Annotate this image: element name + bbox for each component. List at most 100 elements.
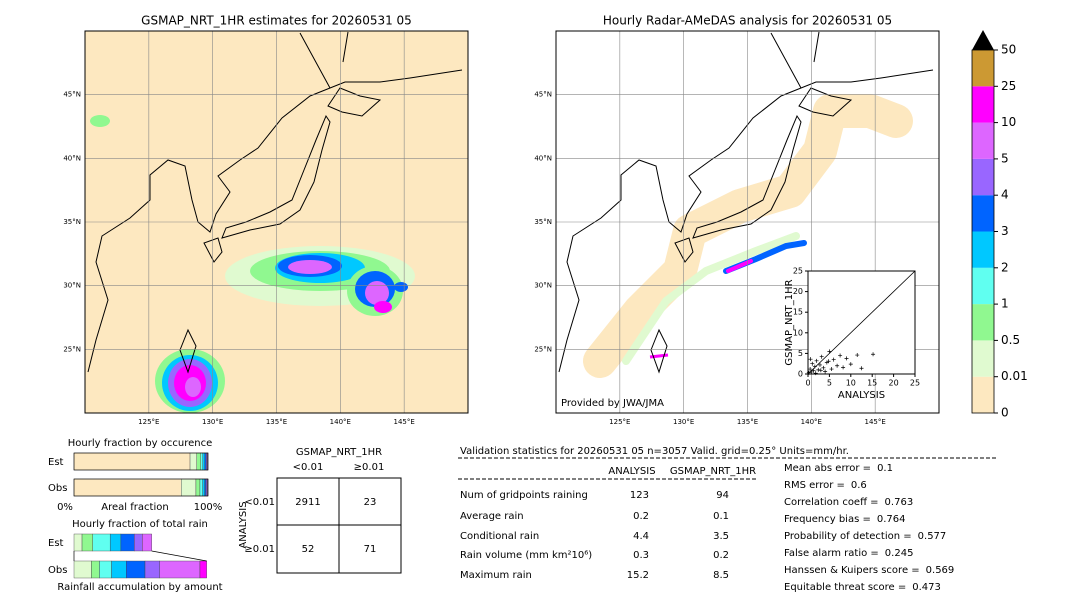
score: Frequency bias = 0.764	[784, 514, 906, 525]
scatter-point	[859, 366, 864, 371]
fraction-segment	[73, 533, 83, 552]
stat-value: 15.2	[627, 570, 649, 581]
colorbar-band	[972, 304, 994, 341]
y-tick-label: 40°N	[534, 154, 552, 162]
fraction-segment	[91, 560, 100, 579]
fraction-segment	[92, 533, 111, 552]
x-tick-label: 125°E	[138, 418, 159, 426]
rain-field	[558, 31, 934, 378]
score-label: Probability of detection =	[784, 531, 912, 542]
x-tick-label: 130°E	[673, 418, 694, 426]
scatter-point	[811, 368, 816, 373]
scatter-point	[817, 362, 822, 367]
column-header: GSMAP_NRT_1HR	[670, 466, 756, 477]
colorbar-label: 0.5	[1001, 333, 1020, 347]
scatter-point	[808, 367, 813, 372]
y-tick-label: 45°N	[534, 91, 552, 99]
colorbar-label: 4	[1001, 188, 1009, 202]
fraction-segment	[202, 452, 205, 471]
stat-value: 8.5	[713, 570, 729, 581]
row-label: Est	[48, 538, 64, 549]
fraction-segment	[134, 533, 143, 552]
scatter-point	[810, 361, 815, 366]
axis-label: Areal fraction	[101, 502, 168, 513]
scatter-point	[855, 353, 860, 358]
y-tick-label: 45°N	[63, 91, 81, 99]
scatter-point	[841, 365, 846, 370]
diagonal	[807, 270, 916, 375]
score-label: Hanssen & Kuipers score =	[784, 565, 920, 576]
scatter-point	[809, 369, 814, 374]
x-tick-label: 145°E	[394, 418, 415, 426]
colorbar-label: 5	[1001, 151, 1009, 165]
x-tick-label: 0	[805, 379, 810, 388]
scatter-point	[806, 370, 811, 375]
stat-value: 0.3	[633, 550, 649, 561]
column-header: ANALYSIS	[608, 466, 655, 477]
score: False alarm ratio = 0.245	[784, 548, 913, 559]
score-label: RMS error =	[784, 480, 845, 491]
y-tick-label: 10	[793, 328, 803, 337]
y-axis-label: GSMAP_NRT_1HR	[784, 279, 795, 365]
score-label: Mean abs error =	[784, 463, 871, 474]
fraction-segment	[126, 560, 146, 579]
fraction-segment	[204, 478, 207, 497]
score-label: Equitable threat score =	[784, 582, 906, 593]
fraction-segment	[189, 452, 197, 471]
stat-label: Average rain	[460, 511, 524, 522]
stats-header: Validation statistics for 20260531 05 n=…	[460, 446, 849, 457]
connector	[73, 550, 207, 562]
scatter-point	[823, 369, 828, 374]
stat-value: 0.1	[713, 511, 729, 522]
colorbar-label: 10	[1001, 115, 1016, 129]
bar-frame	[73, 452, 209, 471]
x-tick-label: 5	[827, 379, 832, 388]
colorbar-label: 0.01	[1001, 369, 1028, 383]
stat-value: 123	[630, 490, 649, 501]
axis-label: 100%	[194, 502, 223, 513]
map-title: Hourly Radar-AMeDAS analysis for 2026053…	[603, 14, 892, 28]
score-value: 0.473	[912, 582, 941, 593]
score: Correlation coeff = 0.763	[784, 497, 913, 508]
score: Mean abs error = 0.1	[784, 463, 893, 474]
score-value: 0.6	[851, 480, 867, 491]
table-cell: 23	[364, 497, 377, 508]
score-label: False alarm ratio =	[784, 548, 879, 559]
scatter-point	[871, 352, 876, 357]
row-header: ≥0.01	[244, 544, 275, 555]
scatter-point	[826, 359, 831, 364]
score-label: Frequency bias =	[784, 514, 871, 525]
rain-field	[87, 31, 463, 413]
colorbar-extension	[972, 30, 994, 50]
stat-value: 0.2	[633, 511, 649, 522]
fraction-segment	[199, 560, 207, 579]
scatter-point	[838, 353, 843, 358]
fraction-segment	[180, 478, 197, 497]
y-tick-label: 25°N	[63, 345, 81, 353]
table-cell: 2911	[295, 497, 320, 508]
scatter-point	[835, 363, 840, 368]
x-tick-label: 140°E	[801, 418, 822, 426]
score-value: 0.1	[877, 463, 893, 474]
x-tick-label: 20	[889, 379, 899, 388]
fraction-segment	[202, 478, 205, 497]
fraction-segment	[144, 560, 160, 579]
scatter-point	[831, 357, 836, 362]
colorbar-label: 1	[1001, 297, 1009, 311]
score-value: 0.569	[926, 565, 955, 576]
colorbar-band	[972, 340, 994, 377]
x-tick-label: 145°E	[865, 418, 886, 426]
y-tick-label: 5	[798, 349, 803, 358]
map-frame	[84, 30, 469, 414]
fraction-segment	[159, 560, 201, 579]
x-tick-label: 135°E	[266, 418, 287, 426]
stat-value: 0.2	[713, 550, 729, 561]
fraction-segment	[200, 452, 203, 471]
scatter-point	[821, 365, 826, 370]
colorbar-label: 2	[1001, 260, 1009, 274]
y-tick-label: 40°N	[63, 154, 81, 162]
score-value: 0.763	[885, 497, 914, 508]
y-tick-label: 15	[793, 308, 803, 317]
scatter-point	[848, 362, 853, 367]
table-divider	[277, 478, 401, 573]
